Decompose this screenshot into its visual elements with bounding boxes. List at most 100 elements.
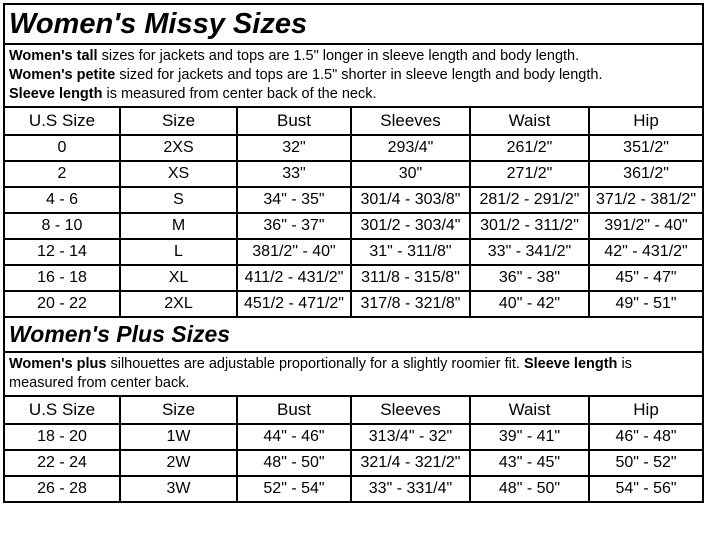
column-header: Hip: [587, 395, 705, 425]
table-row: 26 - 28 3W 52" - 54" 33" - 331/4" 48" - 50" 5…: [3, 475, 705, 503]
column-header: Sleeves: [350, 395, 471, 425]
table-cell: 271/2": [469, 160, 590, 188]
table-cell: 391/2" - 40": [587, 212, 705, 240]
table-cell: 52" - 54": [236, 475, 352, 503]
table-cell: 281/2 - 291/2": [469, 186, 590, 214]
table-cell: XL: [119, 264, 238, 292]
table-cell: 313/4" - 32": [350, 423, 471, 451]
column-header: U.S Size: [3, 395, 121, 425]
missy-notes-row: Women's tall sizes for jackets and tops …: [2, 43, 705, 108]
table-cell: XS: [119, 160, 238, 188]
table-cell: 18 - 20: [3, 423, 121, 451]
table-cell: 44" - 46": [236, 423, 352, 451]
note-bold: Women's plus: [9, 356, 107, 372]
table-cell: 16 - 18: [3, 264, 121, 292]
table-cell: 46" - 48": [587, 423, 705, 451]
column-header: Waist: [469, 395, 590, 425]
table-cell: 45" - 47": [587, 264, 705, 292]
note-text: is measured from center back.: [9, 356, 632, 391]
table-cell: 2XS: [119, 134, 238, 162]
table-cell: 42" - 431/2": [587, 238, 705, 266]
section-title: Women's Missy Sizes: [2, 3, 705, 45]
table-cell: 311/8 - 315/8": [350, 264, 471, 292]
column-header: Sleeves: [350, 106, 471, 136]
table-cell: 54" - 56": [587, 475, 705, 503]
table-cell: 317/8 - 321/8": [350, 290, 471, 318]
note-bold: Sleeve length: [9, 86, 103, 102]
table-cell: 411/2 - 431/2": [236, 264, 352, 292]
table-cell: 33": [236, 160, 352, 188]
table-cell: 50" - 52": [587, 449, 705, 477]
table-cell: 301/2 - 311/2": [469, 212, 590, 240]
table-cell: S: [119, 186, 238, 214]
table-cell: 31" - 311/8": [350, 238, 471, 266]
note-bold: Women's petite: [9, 67, 116, 83]
table-cell: 381/2" - 40": [236, 238, 352, 266]
column-header: Size: [119, 106, 238, 136]
column-header: Bust: [236, 395, 352, 425]
table-cell: L: [119, 238, 238, 266]
column-header: U.S Size: [3, 106, 121, 136]
table-cell: 34" - 35": [236, 186, 352, 214]
plus-title-row: Women's Plus Sizes: [2, 316, 705, 353]
table-cell: 351/2": [587, 134, 705, 162]
table-cell: 33" - 341/2": [469, 238, 590, 266]
table-cell: 451/2 - 471/2": [236, 290, 352, 318]
note-bold: Sleeve length: [523, 356, 618, 372]
plus-notes-row: Women's plus silhouettes are adjustable …: [2, 351, 705, 397]
note-text: sized for jackets and tops are 1.5" shor…: [115, 67, 603, 83]
table-cell: 22 - 24: [3, 449, 121, 477]
table-cell: 2: [3, 160, 121, 188]
table-cell: 301/2 - 303/4": [350, 212, 471, 240]
table-cell: 0: [3, 134, 121, 162]
missy-header-row: U.S Size Size Bust Sleeves Waist Hip: [3, 106, 705, 136]
table-row: 16 - 18 XL 411/2 - 431/2" 311/8 - 315/8" 36"…: [3, 264, 705, 292]
table-row: 20 - 22 2XL 451/2 - 471/2" 317/8 - 321/8" 40…: [3, 290, 705, 318]
table-cell: 49" - 51": [587, 290, 705, 318]
table-row: 0 2XS 32" 293/4" 261/2" 351/2": [3, 134, 705, 162]
table-cell: 361/2": [587, 160, 705, 188]
table-cell: 36" - 37": [236, 212, 352, 240]
table-row: 18 - 20 1W 44" - 46" 313/4" - 32" 39" - 41" 4…: [3, 423, 705, 451]
table-cell: 8 - 10: [3, 212, 121, 240]
table-cell: 36" - 38": [469, 264, 590, 292]
table-cell: 40" - 42": [469, 290, 590, 318]
table-row: 8 - 10 M 36" - 37" 301/2 - 303/4" 301/2 - 31…: [3, 212, 705, 240]
note-text: sizes for jackets and tops are 1.5" long…: [97, 48, 580, 64]
column-header: Waist: [469, 106, 590, 136]
table-cell: 12 - 14: [3, 238, 121, 266]
table-cell: 371/2 - 381/2": [587, 186, 705, 214]
section-title: Women's Plus Sizes: [2, 316, 705, 353]
table-row: 22 - 24 2W 48" - 50" 321/4 - 321/2" 43" - 45…: [3, 449, 705, 477]
table-cell: 293/4": [350, 134, 471, 162]
table-cell: 1W: [119, 423, 238, 451]
table-cell: 2XL: [119, 290, 238, 318]
table-cell: 20 - 22: [3, 290, 121, 318]
note-text: silhouettes are adjustable proportionall…: [106, 356, 524, 372]
size-chart-table: Women's Missy Sizes Women's tall sizes fo…: [2, 3, 705, 503]
table-cell: 39" - 41": [469, 423, 590, 451]
table-cell: 30": [350, 160, 471, 188]
table-row: 4 - 6 S 34" - 35" 301/4 - 303/8" 281/2 - 291…: [3, 186, 705, 214]
missy-title-row: Women's Missy Sizes: [2, 3, 705, 45]
table-cell: M: [119, 212, 238, 240]
section-notes: Women's tall sizes for jackets and tops …: [2, 43, 705, 108]
section-notes: Women's plus silhouettes are adjustable …: [2, 351, 705, 397]
table-cell: 301/4 - 303/8": [350, 186, 471, 214]
table-cell: 261/2": [469, 134, 590, 162]
table-cell: 33" - 331/4": [350, 475, 471, 503]
column-header: Size: [119, 395, 238, 425]
table-row: 12 - 14 L 381/2" - 40" 31" - 311/8" 33" - 34…: [3, 238, 705, 266]
table-cell: 321/4 - 321/2": [350, 449, 471, 477]
table-row: 2 XS 33" 30" 271/2" 361/2": [3, 160, 705, 188]
table-cell: 4 - 6: [3, 186, 121, 214]
table-cell: 26 - 28: [3, 475, 121, 503]
plus-header-row: U.S Size Size Bust Sleeves Waist Hip: [3, 395, 705, 425]
column-header: Hip: [587, 106, 705, 136]
table-cell: 48" - 50": [236, 449, 352, 477]
note-bold: Women's tall: [9, 48, 98, 64]
table-cell: 2W: [119, 449, 238, 477]
table-cell: 48" - 50": [469, 475, 590, 503]
table-cell: 43" - 45": [469, 449, 590, 477]
column-header: Bust: [236, 106, 352, 136]
